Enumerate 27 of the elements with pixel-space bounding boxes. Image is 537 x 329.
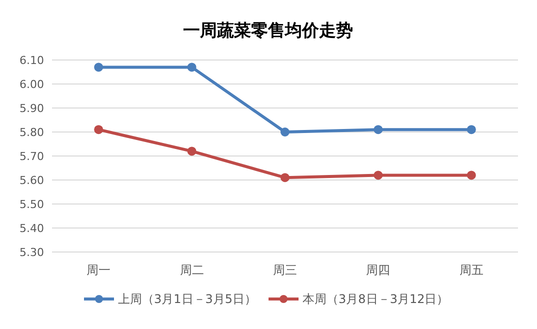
point [94,62,104,72]
x-tick-label: 周二 [180,263,204,277]
point [280,173,290,182]
y-tick-label: 5.60 [20,174,44,187]
point [187,146,196,156]
x-tick-label: 周一 [86,263,111,277]
point [374,170,383,180]
y-tick-label: 5.30 [20,246,44,259]
point [280,128,290,136]
x-tick-label: 周五 [459,263,484,277]
y-tick-label: 6.00 [20,78,44,91]
y-tick-label: 5.70 [20,150,44,163]
point [374,125,383,134]
y-tick-label: 5.40 [20,222,44,235]
legend-label: 上周（3月1日－3月5日） [118,292,257,306]
y-tick-label: 5.50 [20,198,44,211]
point [466,170,476,180]
chart-title: 一周蔬菜零售均价走势 [183,21,353,41]
point [466,125,476,134]
y-tick-label: 6.10 [20,54,44,67]
x-tick-label: 周四 [366,263,390,277]
y-tick-label: 5.90 [20,102,44,115]
y-tick-label: 5.80 [20,126,44,139]
x-tick-label: 周三 [273,263,297,277]
legend-label: 本周（3月8日－3月12日） [302,292,449,306]
point [94,125,104,134]
point [187,62,196,72]
